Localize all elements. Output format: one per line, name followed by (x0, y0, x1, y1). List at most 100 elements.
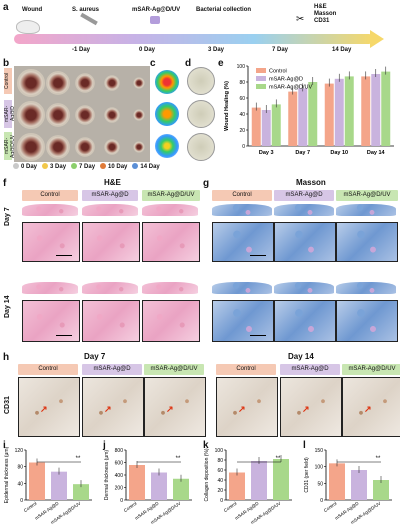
y-tick-label: 40 (17, 481, 23, 487)
y-tick-label: 80 (217, 458, 223, 464)
bar (251, 461, 267, 500)
row-label-control: Control (4, 68, 12, 94)
day-legend: 0 Day 3 Day 7 Day 10 Day 14 Day (8, 163, 178, 173)
heatmap-dish-d (155, 102, 179, 126)
vessel-arrow-icon: ↗ (40, 404, 48, 414)
tissue-zoom (22, 222, 80, 262)
he-panel: H&E Control mSAR-Ag@D mSAR-Ag@D/UV Day 7… (4, 178, 200, 350)
x-tick-label: Control (123, 501, 138, 513)
tissue-overview (22, 204, 78, 216)
cd31-image (18, 377, 80, 437)
y-tick-label: 60 (217, 468, 223, 474)
cd31-ylabel: CD31 (4, 396, 11, 414)
tissue-zoom (336, 300, 398, 342)
bar (381, 71, 391, 146)
heatmap-dish-duv (155, 134, 179, 158)
x-tick-label: Control (223, 501, 238, 513)
tissue-zoom (22, 300, 80, 342)
uv-lamp-icon (150, 16, 160, 24)
scale-bar (56, 255, 72, 256)
wound-photo (46, 103, 70, 127)
tissue-zoom (82, 222, 140, 262)
timeline-panel: Wound S. aureus mSAR-Ag@D/UV Bacterial c… (14, 4, 394, 56)
vessel-arrow-icon: ↗ (166, 404, 174, 414)
wound-photo (104, 139, 120, 155)
significance-label: ** (276, 456, 281, 462)
scale-bar (250, 335, 266, 336)
wound-photo (133, 77, 145, 89)
day-14: 14 Day (332, 47, 352, 53)
bar (308, 82, 318, 146)
y-axis-label: Epidermal thickness (μm) (4, 446, 10, 503)
bar (51, 471, 67, 500)
he-row-day14: Day 14 (4, 295, 11, 318)
y-tick-label: 100 (215, 448, 224, 454)
legend-dot (132, 163, 139, 169)
bar (261, 110, 271, 146)
y-tick-label: 60 (239, 96, 245, 102)
wound-photo (75, 73, 95, 93)
cd31-image (144, 377, 206, 437)
y-tick-label: 20 (239, 128, 245, 134)
wound-photo (133, 141, 145, 153)
x-tick-label: Day 10 (330, 150, 348, 156)
x-tick-label: Control (23, 501, 38, 513)
wound-photo (46, 135, 70, 159)
tissue-overview (336, 204, 396, 216)
legend-dot (71, 163, 78, 169)
y-tick-label: 80 (239, 80, 245, 86)
cd31-image (280, 377, 342, 437)
cd31-group-header: Control (18, 364, 78, 375)
he-header-control: Control (22, 190, 78, 201)
tissue-zoom (274, 300, 336, 342)
scale-bar (56, 335, 72, 336)
x-tick-label: Control (323, 501, 338, 513)
panel-label-f: f (3, 178, 7, 189)
step-treatment: mSAR-Ag@D/UV (132, 7, 181, 13)
tissue-zoom (142, 222, 200, 262)
y-tick-label: 100 (237, 64, 246, 70)
row-label-d: mSAR-Ag@D (4, 100, 16, 128)
tissue-zoom (212, 222, 274, 262)
legend-dot (100, 163, 107, 169)
y-tick-label: 150 (315, 448, 324, 454)
y-tick-label: 0 (120, 498, 123, 504)
timeline-arrowhead (370, 30, 384, 48)
bar (298, 88, 308, 146)
day-minus1: -1 Day (72, 47, 91, 53)
collagen-deposition-chart: 0 20 40 60 80 100 Collagen deposition (%) Contr… (204, 448, 292, 525)
bacteria-heatmap-column (154, 68, 182, 162)
bar (329, 463, 345, 500)
cd31-group-header: mSAR-Ag@D/UV (342, 364, 400, 375)
cd31-title-day14: Day 14 (288, 352, 314, 361)
tissue-zoom (274, 222, 336, 262)
masson-header-duv: mSAR-Ag@D/UV (336, 190, 398, 201)
panel-label-h: h (3, 352, 10, 363)
panel-label-a: a (3, 2, 9, 13)
wound-photo (17, 133, 45, 161)
bar (129, 465, 145, 500)
tissue-overview (212, 282, 272, 294)
masson-header-control: Control (212, 190, 272, 201)
legend-dot (13, 163, 19, 169)
tissue-zoom (212, 300, 274, 342)
y-tick-label: 0 (20, 498, 23, 504)
tissue-zoom (142, 300, 200, 342)
legend-label: mSAR-Ag@D (269, 77, 303, 83)
legend-swatch (256, 76, 266, 81)
y-tick-label: 200 (115, 486, 124, 492)
panel-label-c: c (150, 58, 156, 69)
agar-plate-duv (187, 133, 215, 161)
vessel-arrow-icon: ↗ (238, 404, 246, 414)
step-wound: Wound (22, 7, 43, 13)
legend-day-label: 3 Day (50, 163, 67, 170)
vessel-arrow-icon: ↗ (364, 404, 372, 414)
agar-plate-control (187, 67, 215, 95)
heatmap-dish-control (155, 70, 179, 94)
masson-title: Masson (296, 178, 326, 187)
he-row-day7: Day 7 (4, 207, 11, 226)
y-tick-label: 600 (115, 461, 124, 467)
scissors-icon: ✂ (296, 14, 305, 25)
x-tick-label: Day 3 (259, 150, 274, 156)
